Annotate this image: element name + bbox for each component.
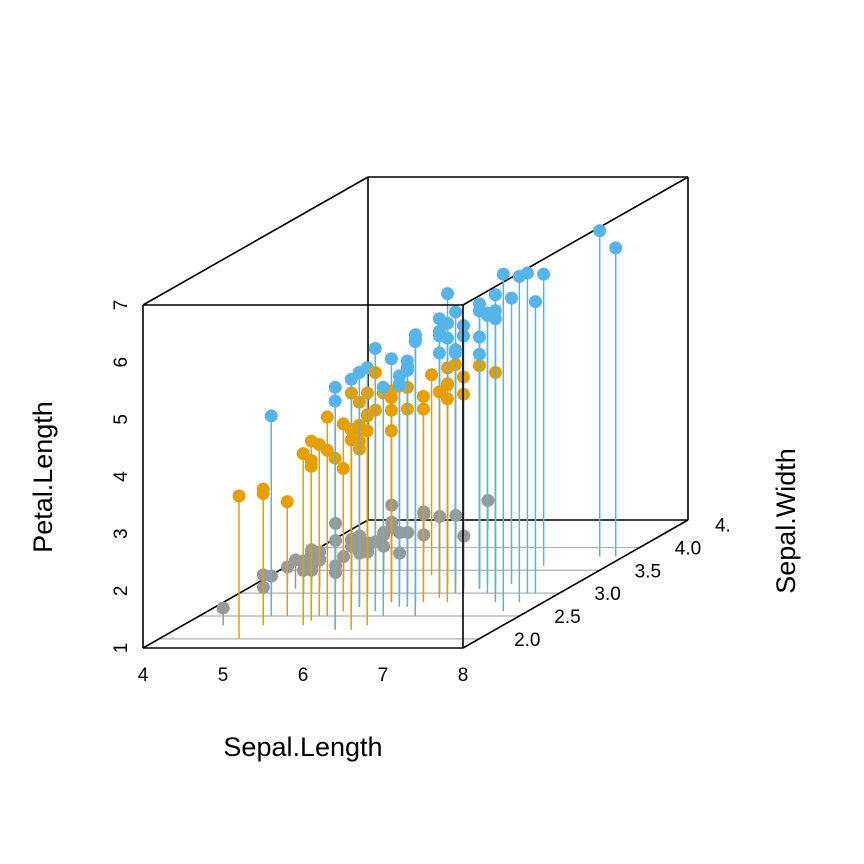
y-tick-label: 4.0 (675, 538, 701, 559)
y-tick-label: 3.0 (594, 584, 620, 605)
z-tick-label: 5 (111, 414, 132, 425)
data-point (352, 365, 366, 379)
z-tick-label: 4 (111, 471, 132, 482)
data-point (449, 305, 463, 319)
data-point (472, 330, 486, 344)
data-point (512, 269, 526, 283)
data-point (425, 368, 439, 382)
y-tick-label: 2.5 (554, 607, 580, 628)
data-point (400, 354, 414, 368)
data-point (320, 410, 334, 424)
y-tick-label: 3.5 (635, 561, 661, 582)
data-point (609, 241, 623, 255)
data-point (416, 389, 430, 403)
data-point (216, 601, 230, 615)
y-axis-label: Sepal.Width (771, 448, 801, 594)
z-tick-label: 7 (111, 300, 132, 311)
data-point (448, 346, 462, 360)
z-tick-label: 3 (111, 528, 132, 539)
z-axis-label: Petal.Length (28, 401, 58, 553)
z-tick-label: 1 (111, 643, 132, 654)
data-point (488, 288, 502, 302)
box-edge (462, 176, 689, 306)
data-point (496, 267, 510, 281)
data-point (360, 424, 374, 438)
data-point (312, 438, 326, 451)
data-point (288, 553, 302, 567)
x-tick-label: 6 (298, 665, 309, 686)
data-point (440, 378, 454, 392)
box-front-edges (142, 304, 464, 649)
data-point (441, 287, 455, 301)
y-tick-label: 2.0 (514, 630, 540, 651)
x-tick-label: 4 (138, 665, 149, 686)
data-point (264, 409, 278, 423)
data-point (376, 380, 390, 394)
data-point (432, 312, 446, 326)
x-tick-label: 8 (458, 665, 469, 686)
x-tick-label: 5 (218, 665, 229, 686)
box-edge (142, 176, 369, 306)
x-tick-label: 7 (378, 665, 389, 686)
data-point (432, 329, 446, 343)
data-points (216, 224, 623, 639)
data-point (408, 335, 422, 349)
tick-labels: 4 5 6 7 8 2.0 2.5 3.0 3.5 4.0 4. 1 2 3 4 5 6 7 (111, 300, 731, 686)
data-point (232, 489, 246, 503)
z-tick-label: 6 (111, 357, 132, 368)
data-point (593, 224, 607, 238)
data-point (505, 291, 518, 305)
data-point (328, 394, 342, 408)
data-point (432, 346, 446, 360)
data-point (528, 295, 542, 309)
data-point (473, 297, 486, 311)
data-point (304, 459, 318, 473)
data-point (472, 347, 486, 361)
data-point (336, 462, 350, 476)
data-point (280, 495, 294, 509)
z-tick-label: 2 (111, 586, 132, 597)
data-point (344, 423, 358, 437)
data-point (488, 304, 502, 318)
data-point (328, 380, 342, 394)
x-axis-label: Sepal.Length (223, 732, 382, 762)
data-point (392, 377, 406, 391)
data-point (368, 341, 382, 355)
data-point (256, 487, 270, 501)
y-tick-label: 4. (715, 516, 731, 537)
data-point (384, 352, 398, 366)
data-point (296, 447, 310, 461)
box-edge (462, 519, 689, 649)
data-point (537, 267, 551, 281)
